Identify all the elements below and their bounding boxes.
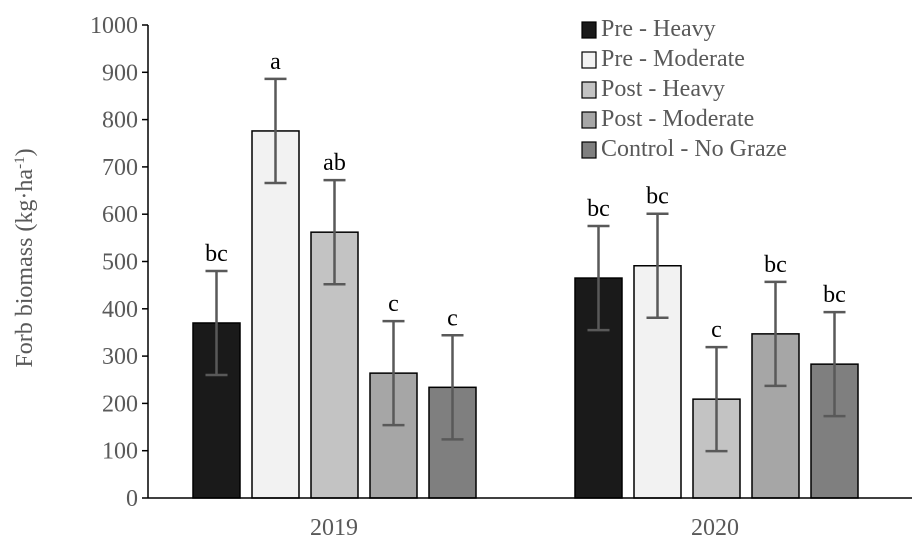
y-tick-label: 500 — [102, 250, 138, 276]
legend-label: Pre - Moderate — [601, 46, 745, 72]
legend-swatch — [581, 81, 597, 99]
significance-letter: a — [270, 49, 281, 75]
legend-swatch — [581, 21, 597, 39]
y-tick-label: 200 — [102, 391, 138, 417]
significance-letter: c — [447, 305, 458, 331]
y-axis-label: Forb biomass (kg·ha-1) — [12, 148, 38, 367]
significance-letter: ab — [323, 150, 346, 176]
legend-label: Pre - Heavy — [601, 16, 716, 42]
y-tick-label: 600 — [102, 202, 138, 228]
y-tick-label: 400 — [102, 297, 138, 323]
significance-letter: bc — [764, 252, 787, 278]
y-tick-label: 700 — [102, 155, 138, 181]
significance-letter: bc — [205, 241, 228, 267]
y-tick-label: 300 — [102, 344, 138, 370]
legend-label: Control - No Graze — [601, 136, 787, 162]
legend-label: Post - Moderate — [601, 106, 754, 132]
x-tick-label: 2019 — [310, 515, 358, 541]
legend-swatch — [581, 141, 597, 159]
y-axis-ticks: 0 100 200 300 400 500 600 700 800 900 1000 — [90, 13, 148, 512]
y-axis-label-close: ) — [12, 148, 38, 156]
y-tick-label: 1000 — [90, 13, 138, 39]
svg-text:Forb biomass (kg·ha-1): Forb biomass (kg·ha-1) — [12, 148, 38, 367]
y-axis-label-text: Forb biomass (kg·ha — [12, 169, 38, 368]
significance-letters: bc a ab c c bc bc c bc bc — [205, 49, 846, 343]
legend-swatch — [581, 111, 597, 129]
significance-letter: bc — [823, 282, 846, 308]
bars — [192, 130, 859, 499]
x-tick-label: 2020 — [691, 515, 739, 541]
legend: Pre - Heavy Pre - Moderate Post - Heavy Pos… — [581, 16, 787, 162]
significance-letter: bc — [646, 184, 669, 210]
bar — [251, 130, 300, 499]
y-axis-label-superscript: -1 — [12, 156, 28, 169]
legend-label: Post - Heavy — [601, 76, 725, 102]
x-axis-ticks: 2019 2020 — [310, 515, 739, 541]
y-tick-label: 100 — [102, 439, 138, 465]
significance-letter: c — [711, 317, 722, 343]
legend-swatch — [581, 51, 597, 69]
significance-letter: bc — [587, 196, 610, 222]
y-tick-label: 0 — [126, 486, 138, 512]
y-tick-label: 900 — [102, 60, 138, 86]
error-bars — [205, 77, 846, 453]
y-tick-label: 800 — [102, 108, 138, 134]
axes — [147, 25, 912, 499]
significance-letter: c — [388, 291, 399, 317]
